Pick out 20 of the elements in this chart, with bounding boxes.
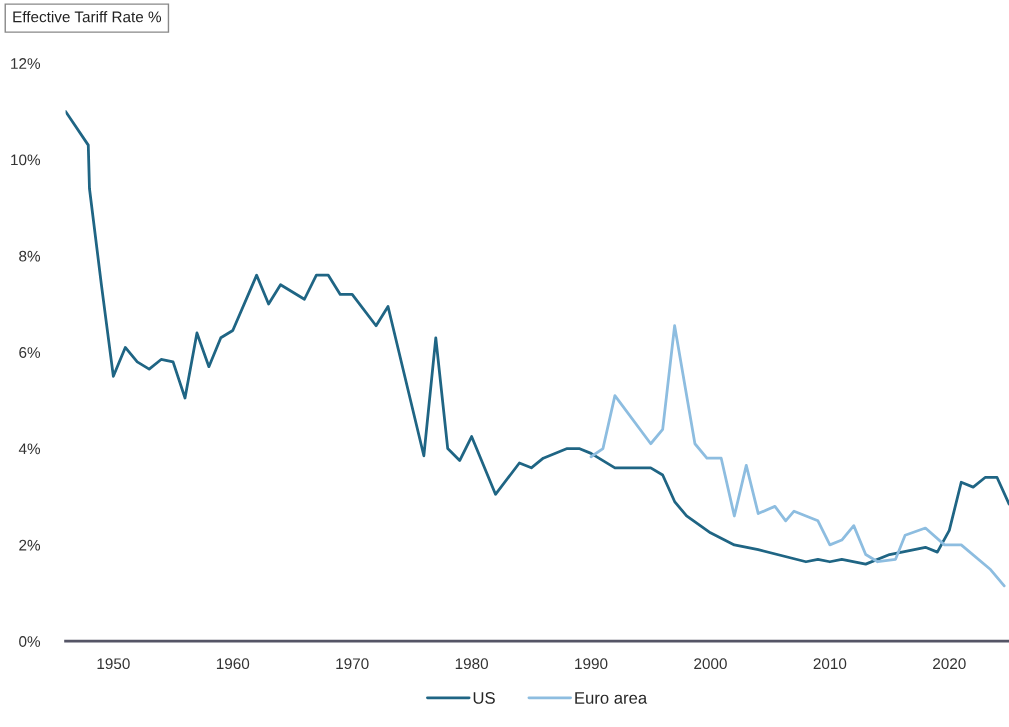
y-tick-label: 8% bbox=[19, 250, 41, 262]
y-tick-label: 2% bbox=[19, 539, 41, 551]
line-series bbox=[65, 110, 1009, 566]
y-tick-label: 12% bbox=[11, 58, 41, 69]
legend-label: Euro area bbox=[575, 692, 648, 704]
x-tick-label: 1990 bbox=[575, 658, 608, 670]
chart-title: Effective Tariff Rate % bbox=[13, 11, 162, 23]
x-tick-label: 1950 bbox=[97, 658, 130, 670]
x-tick-label: 1960 bbox=[216, 658, 250, 670]
line-series bbox=[589, 324, 1006, 588]
y-tick-label: 4% bbox=[18, 443, 41, 455]
y-tick-label: 0% bbox=[19, 636, 41, 647]
legend-label: US bbox=[473, 692, 495, 704]
x-tick-label: 2010 bbox=[813, 658, 847, 670]
y-tick-label: 10% bbox=[11, 154, 41, 166]
x-tick-label: 1970 bbox=[336, 658, 369, 670]
y-tick-label: 6% bbox=[19, 347, 41, 358]
x-tick-label: 2020 bbox=[933, 658, 966, 670]
x-tick-label: 1980 bbox=[455, 658, 489, 670]
x-tick-label: 2000 bbox=[694, 658, 727, 670]
